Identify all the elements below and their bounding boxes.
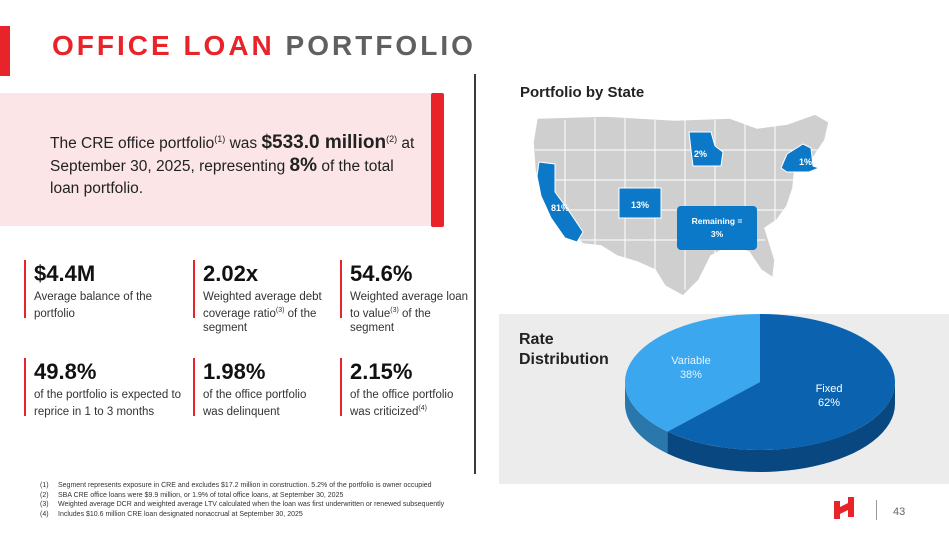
remaining-label-line1: Remaining = bbox=[692, 216, 743, 226]
rate-title: Rate Distribution bbox=[519, 331, 609, 368]
footnote-4: (4) Includes $10.6 million CRE loan desig… bbox=[40, 510, 444, 520]
label-colorado: 13% bbox=[631, 200, 649, 210]
callout-accent-bar bbox=[431, 93, 444, 227]
title-part-2: PORTFOLIO bbox=[285, 30, 476, 61]
footnotes: (1) Segment represents exposure in CRE an… bbox=[40, 481, 444, 519]
pie-label-variable-name: Variable bbox=[671, 355, 711, 367]
stat-reprice: 49.8% of the portfolio is expected to re… bbox=[24, 358, 184, 418]
rate-pie-chart: Variable 38% Fixed 62% bbox=[625, 314, 895, 472]
pie-side-variable bbox=[625, 382, 668, 454]
colorado-shape bbox=[618, 187, 662, 219]
footnote-text: SBA CRE office loans were $9.9 million, … bbox=[58, 491, 344, 499]
stat-criticized: 2.15% of the office portfolio was critic… bbox=[340, 358, 470, 418]
footnote-number: (4) bbox=[40, 510, 49, 518]
new-york-shape bbox=[780, 143, 821, 173]
title-accent-bar bbox=[0, 26, 10, 76]
label-minnesota: 2% bbox=[694, 149, 707, 159]
footnote-number: (1) bbox=[40, 482, 49, 489]
minnesota-shape bbox=[688, 131, 724, 167]
map-title: Portfolio by State bbox=[520, 84, 645, 101]
callout-box bbox=[0, 93, 434, 226]
footnote-text: Includes $10.6 million CRE loan designat… bbox=[58, 510, 303, 518]
footnote-3: (3) Weighted average DCR and weighted ave… bbox=[40, 500, 444, 510]
pie-slice-fixed bbox=[667, 314, 895, 450]
footnote-1: (1) Segment represents exposure in CRE an… bbox=[40, 481, 444, 491]
us-map: 81% 13% 2% 1% Remaining = 3% bbox=[532, 113, 830, 297]
portfolio-amount: $533.0 million bbox=[261, 132, 387, 154]
label-new-york: 1% bbox=[799, 157, 812, 167]
footnote-2: (2) SBA CRE office loans were $9.9 millio… bbox=[40, 491, 444, 501]
remaining-box bbox=[677, 206, 757, 250]
footnote-text: Weighted average DCR and weighted averag… bbox=[58, 501, 445, 508]
stat-delinquent: 1.98% of the office portfolio was delinq… bbox=[193, 358, 323, 418]
pie-label-fixed-value: 62% bbox=[818, 397, 840, 409]
us-mainland-shape bbox=[532, 113, 830, 297]
california-shape bbox=[536, 161, 584, 243]
pie-label-fixed-name: Fixed bbox=[816, 383, 843, 395]
stat-loan-to-value: 54.6% Weighted average loan to value(3) … bbox=[340, 260, 470, 334]
vertical-divider bbox=[474, 74, 476, 474]
footnote-text: Segment represents exposure in CRE and e… bbox=[58, 482, 432, 489]
remaining-label-line2: 3% bbox=[711, 229, 724, 239]
title-part-1: OFFICE LOAN bbox=[52, 30, 275, 61]
stat-debt-coverage: 2.02x Weighted average debt coverage rat… bbox=[193, 260, 333, 334]
page-number: 43 bbox=[893, 506, 906, 518]
footnote-number: (2) bbox=[40, 491, 49, 499]
callout-text: The CRE office portfolio(1) was $533.0 m… bbox=[50, 132, 415, 198]
company-logo-icon bbox=[834, 497, 854, 519]
footnote-number: (3) bbox=[40, 501, 49, 508]
stat-average-balance: $4.4M Average balance of the portfolio bbox=[24, 260, 194, 320]
pie-slice-variable bbox=[625, 314, 760, 432]
page-title: OFFICE LOAN PORTFOLIO bbox=[52, 30, 476, 62]
pie-label-variable-value: 38% bbox=[680, 369, 702, 381]
pie-side-fixed bbox=[667, 382, 895, 472]
logo-separator bbox=[876, 500, 877, 520]
portfolio-percent: 8% bbox=[289, 155, 318, 177]
label-california: 81% bbox=[551, 203, 569, 213]
